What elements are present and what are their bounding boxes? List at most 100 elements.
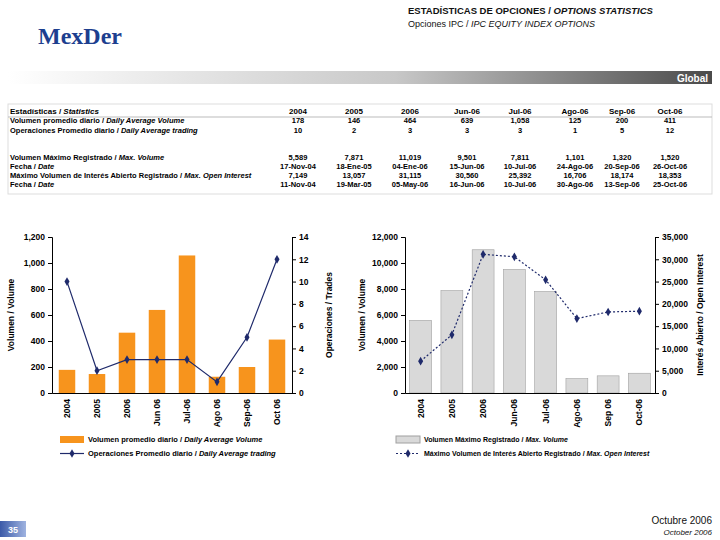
tick-label: Sep-06 (242, 399, 252, 427)
legend-label: Operaciones Promedio diario / Daily Aver… (88, 449, 276, 458)
bar (566, 379, 588, 393)
chart: 02004006008001,0001,20002468101214200420… (6, 232, 334, 427)
text-part: Volumen Máximo Registrado / (424, 436, 525, 444)
tick: 1,000 (24, 258, 52, 268)
tick-mark (48, 393, 52, 394)
tick-mark (655, 282, 659, 283)
marker (512, 252, 517, 261)
table-cell: 17-Nov-04 (280, 162, 317, 171)
tick: 10,000 (655, 344, 688, 354)
tick: Ago 06 (212, 393, 222, 427)
marker (449, 330, 454, 339)
tick: 30,000 (655, 255, 688, 265)
bar (410, 320, 432, 393)
text-part: Estadísticas / (10, 107, 63, 116)
legend-label: Máximo Volumen de Interés Abierto Regist… (424, 450, 650, 458)
tick-label: 10,000 (662, 344, 688, 354)
table-cell: 10 (294, 126, 302, 135)
legend-marker (69, 449, 74, 458)
text-part: Volumen promedio diario / (88, 435, 184, 444)
text-part: Daily Average trading (199, 449, 276, 458)
tick-label: 2006 (478, 399, 488, 418)
tick-mark (292, 371, 296, 372)
page: MexDerESTADÍSTICAS DE OPCIONES / OPTIONS… (0, 0, 720, 540)
table-cell: 25-Oct-06 (653, 180, 687, 189)
table-cell: 1,520 (661, 153, 680, 162)
legend-item: Máximo Volumen de Interés Abierto Regist… (396, 449, 650, 458)
row-label: Volumen Máximo Registrado / Max. Volume (10, 153, 164, 162)
table-header: Estadísticas / Statistics (10, 107, 99, 116)
table-cell: 10-Jul-06 (504, 162, 537, 171)
tick: Sep-06 (242, 393, 252, 427)
table-cell: 04-Ene-06 (392, 162, 427, 171)
tick-label: 2005 (92, 399, 102, 418)
legend-label: Volumen Máximo Registrado / Max. Volume (424, 436, 568, 444)
chart: 02,0004,0006,0008,00010,00012,00005,0001… (357, 232, 705, 428)
table-cell: 31,115 (399, 171, 422, 180)
tick: 5,000 (655, 366, 684, 376)
tick-mark (292, 326, 296, 327)
text-part: Daily Average Volume (184, 435, 262, 444)
table-header: 2005 (345, 107, 363, 116)
table-header: Ago-06 (561, 107, 589, 116)
tick: 400 (31, 336, 52, 346)
tick: 25,000 (655, 277, 688, 287)
subtitle: Opciones IPC / IPC EQUITY INDEX OPTIONS (408, 19, 595, 29)
bar (59, 370, 76, 393)
legend-swatch (60, 436, 84, 443)
tick: 2006 (122, 393, 132, 418)
tick-label: 600 (31, 310, 45, 320)
tick-mark (655, 371, 659, 372)
table-cell: 1,320 (613, 153, 632, 162)
tick-label: Ago-06 (572, 399, 582, 428)
table-cell: 639 (461, 116, 474, 125)
tick-label: 0 (662, 388, 667, 398)
axis-line (293, 238, 297, 394)
stats-table: Estadísticas / Statistics200420052006Jun… (8, 104, 712, 194)
tick-label: 0 (40, 388, 45, 398)
tick: 0 (655, 388, 667, 398)
tick-mark (292, 348, 296, 349)
tick-label: 2004 (416, 399, 426, 418)
tick: Oct 06 (272, 393, 282, 425)
marker (184, 355, 189, 364)
tick-mark (401, 263, 405, 264)
table-cell: 1,101 (566, 153, 585, 162)
tick-label: 5,000 (662, 366, 684, 376)
text-part: Statistics (63, 107, 99, 116)
table-cell: 3 (465, 126, 469, 135)
row-label: Fecha / Date (10, 180, 54, 189)
text-part: Date (38, 162, 54, 171)
tick: 2005 (92, 393, 102, 418)
marker (64, 277, 69, 286)
series-line (67, 259, 277, 382)
y-axis-title: Volumen / Volume (6, 279, 16, 352)
y2-axis-title: Operaciones / Trades (324, 272, 334, 358)
tick: 2005 (447, 393, 457, 418)
tick: 2 (292, 366, 304, 376)
y-axis-title: Volumen / Volume (357, 279, 367, 352)
tick-label: 10 (299, 277, 309, 287)
legend: Volumen promedio diario / Daily Average … (60, 435, 276, 458)
tick: 4,000 (377, 336, 405, 346)
tick: Jun-06 (509, 393, 519, 426)
text-part: Fecha / (10, 162, 38, 171)
text-part: OPTIONS STATISTICS (554, 5, 654, 16)
text-part: Operaciones Promedio diario / (88, 449, 199, 458)
tick-mark (48, 263, 52, 264)
tick-label: 800 (31, 284, 45, 294)
table-cell: 30-Ago-06 (557, 180, 593, 189)
y-axis: 02004006008001,0001,200 (24, 232, 53, 398)
tick: 14 (292, 232, 309, 242)
axis-line (48, 238, 53, 394)
table-cell: 30,560 (456, 171, 479, 180)
bar (269, 340, 286, 393)
marker (274, 255, 279, 264)
section-bar (8, 71, 712, 84)
table-cell: 5 (620, 126, 624, 135)
text-part: Max. Volume (119, 153, 165, 162)
tick-label: Sep 06 (603, 399, 613, 427)
text-part: Daily Average trading (121, 126, 198, 135)
tick: 0 (393, 388, 405, 398)
table-cell: 3 (518, 126, 522, 135)
